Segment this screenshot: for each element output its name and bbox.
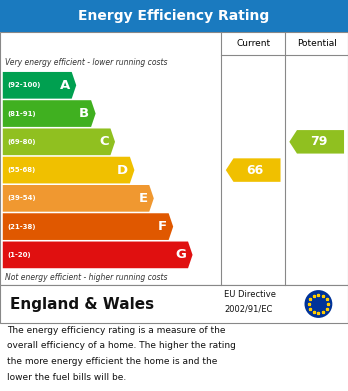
Text: B: B xyxy=(79,107,89,120)
Polygon shape xyxy=(289,130,344,154)
Text: C: C xyxy=(99,135,109,148)
Polygon shape xyxy=(3,100,96,127)
Bar xyxy=(0,0,348,32)
Text: 79: 79 xyxy=(310,135,327,148)
Text: A: A xyxy=(60,79,70,92)
Polygon shape xyxy=(3,242,192,268)
Text: (39-54): (39-54) xyxy=(7,196,35,201)
Text: (1-20): (1-20) xyxy=(7,252,31,258)
Text: (55-68): (55-68) xyxy=(7,167,35,173)
Polygon shape xyxy=(3,185,154,212)
Text: Very energy efficient - lower running costs: Very energy efficient - lower running co… xyxy=(5,58,168,68)
Text: (69-80): (69-80) xyxy=(7,139,35,145)
Text: 2002/91/EC: 2002/91/EC xyxy=(224,305,273,314)
Polygon shape xyxy=(3,213,173,240)
Polygon shape xyxy=(3,72,76,99)
Text: (81-91): (81-91) xyxy=(7,111,35,117)
Text: EU Directive: EU Directive xyxy=(224,290,276,299)
Text: 66: 66 xyxy=(246,163,263,177)
Text: overall efficiency of a home. The higher the rating: overall efficiency of a home. The higher… xyxy=(7,341,236,350)
Ellipse shape xyxy=(304,290,332,318)
Text: F: F xyxy=(158,220,167,233)
Text: (21-38): (21-38) xyxy=(7,224,35,230)
Text: the more energy efficient the home is and the: the more energy efficient the home is an… xyxy=(7,357,218,366)
Bar xyxy=(0,285,348,323)
Text: D: D xyxy=(117,163,128,177)
Polygon shape xyxy=(3,129,115,155)
Bar xyxy=(0,32,348,285)
Text: Not energy efficient - higher running costs: Not energy efficient - higher running co… xyxy=(5,273,168,282)
Polygon shape xyxy=(226,158,280,182)
Text: Energy Efficiency Rating: Energy Efficiency Rating xyxy=(78,9,270,23)
Text: G: G xyxy=(175,248,186,261)
Polygon shape xyxy=(3,157,134,183)
Text: (92-100): (92-100) xyxy=(7,82,40,88)
Text: England & Wales: England & Wales xyxy=(10,296,155,312)
Text: Current: Current xyxy=(236,39,270,48)
Text: lower the fuel bills will be.: lower the fuel bills will be. xyxy=(7,373,126,382)
Text: The energy efficiency rating is a measure of the: The energy efficiency rating is a measur… xyxy=(7,326,226,335)
Text: Potential: Potential xyxy=(297,39,337,48)
Text: E: E xyxy=(139,192,148,205)
